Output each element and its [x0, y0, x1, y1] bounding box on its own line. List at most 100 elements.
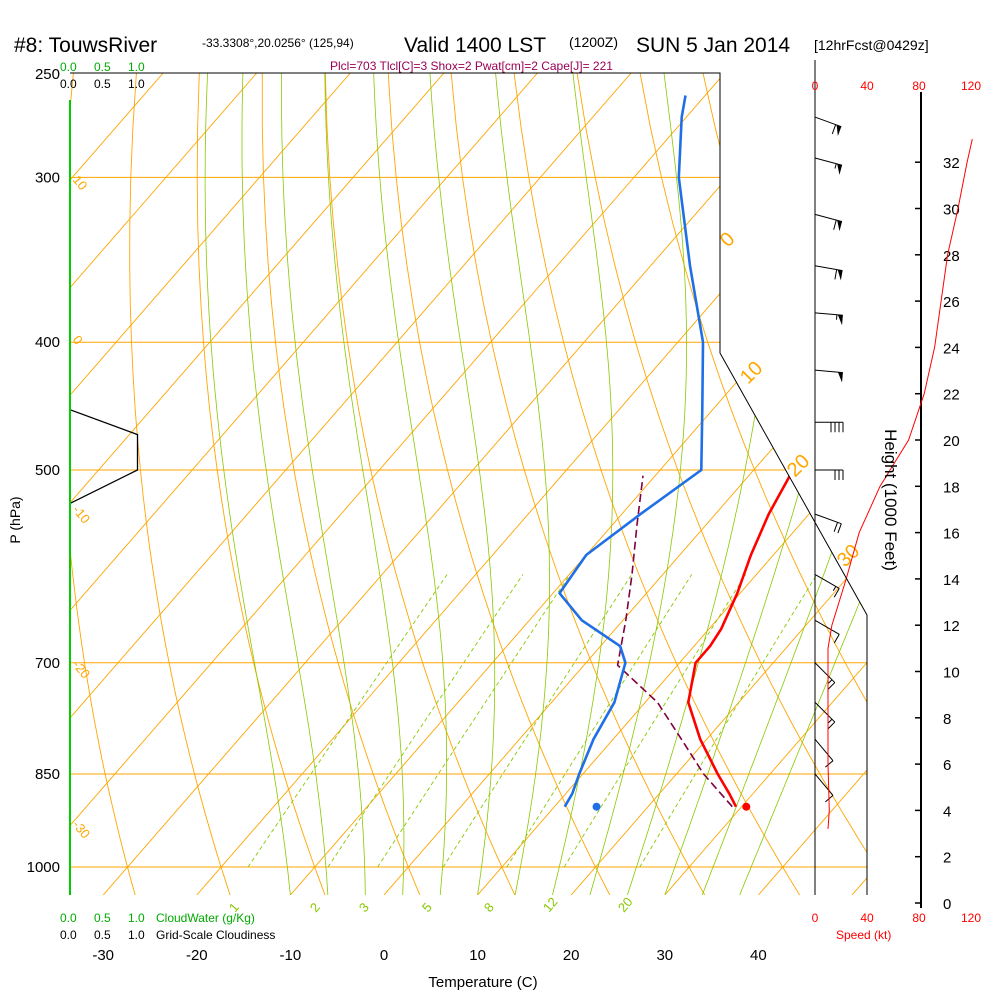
dry-adiabat: [70, 73, 136, 895]
isotherm-line: [70, 73, 538, 895]
wind-barb-staff: [814, 513, 842, 525]
pressure-tick-label: 250: [35, 66, 60, 83]
isotherm-line: [664, 73, 867, 895]
isotherm-line: [570, 73, 867, 895]
mixing-ratio-label: 8: [481, 900, 497, 915]
moist-adiabat-label: 20: [783, 450, 814, 481]
plot-background: [70, 73, 1000, 895]
cw-bot-1: 0.5: [94, 911, 111, 925]
dry-adiabat-label: -10: [70, 502, 94, 526]
y-axis-label: P (hPa): [7, 496, 23, 543]
cw-top-1: 0.5: [94, 60, 111, 74]
height-tick-label: 0: [943, 896, 951, 913]
pressure-tick-label: 850: [35, 766, 60, 783]
dry-adiabat: [261, 73, 421, 895]
wind-barb-feather: [833, 522, 839, 532]
wind-barb-pennant: [837, 314, 843, 326]
wind-barb-staff: [814, 116, 842, 128]
moist-adiabat: [204, 73, 291, 895]
temp-tick-label: 0: [380, 947, 388, 964]
dry-adiabat: [955, 73, 1000, 895]
cw-bot-0: 0.0: [60, 911, 77, 925]
plot-boundary: [70, 72, 868, 895]
wind-barb-pennant: [837, 163, 843, 175]
forecast-info: [12hrFcst@0429z]: [814, 37, 929, 53]
wind-barb-pennant: [836, 124, 842, 137]
mixing-ratio-label: 12: [540, 894, 561, 915]
height-tick-label: 14: [943, 572, 960, 589]
height-tick-label: 28: [943, 248, 960, 265]
dry-adiabat: [129, 73, 231, 895]
dry-adiabat: [450, 73, 706, 895]
wind-barb-feather: [833, 588, 840, 598]
speed-tick-bottom: 80: [912, 911, 926, 925]
wind-barb-staff: [814, 157, 843, 166]
dewpoint-line: [558, 95, 705, 808]
speed-label: Speed (kt): [836, 928, 891, 942]
wind-barb-half-feather: [834, 163, 837, 169]
moist-adiabat: [589, 73, 687, 895]
wind-barb: [815, 469, 844, 481]
moist-adiabat: [429, 73, 496, 895]
dry-adiabat: [387, 73, 611, 895]
height-tick-label: 6: [943, 757, 951, 774]
height-tick-label: 20: [943, 433, 960, 450]
moist-adiabat: [627, 73, 774, 895]
cw-top-2: 1.0: [128, 60, 145, 74]
height-tick-label: 24: [943, 340, 960, 357]
valid-date: SUN 5 Jan 2014: [636, 34, 790, 57]
speed-tick-top: 0: [812, 79, 819, 93]
dry-adiabat: [196, 73, 326, 895]
cl-top-1: 0.5: [94, 77, 111, 91]
wind-barb: [814, 265, 843, 281]
isotherm-line: [196, 73, 867, 895]
height-tick-label: 32: [943, 155, 960, 172]
isotherm-line: [102, 73, 819, 895]
cloudiness-label: Grid-Scale Cloudiness: [156, 928, 275, 942]
station-title: #8: TouwsRiver: [14, 34, 157, 57]
parcel-trace-line: [616, 475, 733, 808]
height-tick-label: 4: [943, 803, 951, 820]
mixing-ratio-line: [247, 574, 448, 868]
wind-barb-feather: [833, 634, 840, 644]
height-tick-label: 16: [943, 526, 960, 543]
mixing-ratio-line: [442, 574, 633, 868]
pressure-tick-label: 1000: [27, 859, 60, 876]
cw-bot-2: 1.0: [128, 911, 145, 925]
wind-barb-feather: [831, 124, 837, 135]
height-tick-label: 26: [943, 294, 960, 311]
wind-barb: [814, 213, 843, 232]
wind-barb-staff: [814, 738, 834, 762]
isotherm-line: [70, 73, 351, 895]
wind-barb-pennant: [837, 372, 843, 383]
sounding-params: Plcl=703 Tlcl[C]=3 Shox=2 Pwat[cm]=2 Cap…: [330, 59, 613, 73]
mixing-ratio-label: 3: [356, 900, 372, 915]
temp-tick-label: -30: [92, 947, 114, 964]
isotherm-line: [290, 73, 867, 895]
wind-barb-staff: [814, 773, 834, 796]
height-tick-label: 22: [943, 387, 960, 404]
dry-adiabat: [828, 73, 867, 895]
wind-barb: [814, 116, 842, 137]
height-tick-label: 30: [943, 202, 960, 219]
wind-barb: [814, 574, 840, 598]
wind-barb: [814, 701, 836, 730]
moist-adiabat-label: 0: [716, 228, 739, 251]
cloudwater-bottom-legend: 0.0 0.5 1.0 CloudWater (g/Kg) 0.0 0.5 1.…: [60, 911, 275, 942]
wind-barb: [814, 369, 843, 383]
cloudwater-top-ticks: 0.0 0.5 1.0 0.0 0.5 1.0: [60, 60, 145, 91]
wind-barb-half-feather: [832, 586, 837, 592]
speed-tick-bottom: 40: [860, 911, 874, 925]
moist-adiabat: [373, 73, 448, 895]
isotherm-line: [70, 73, 258, 895]
moist-adiabat: [701, 73, 867, 895]
wind-barb-half-feather: [828, 679, 833, 684]
height-tick-label: 8: [943, 711, 951, 728]
plot-data: [558, 95, 867, 808]
x-axis-label: Temperature (C): [428, 974, 537, 991]
dry-adiabat: [324, 73, 516, 895]
isotherm-line: [70, 73, 445, 895]
isotherm-line: [758, 73, 867, 895]
mixing-ratio-label: 2: [307, 900, 323, 915]
cl-bot-0: 0.0: [60, 928, 77, 942]
